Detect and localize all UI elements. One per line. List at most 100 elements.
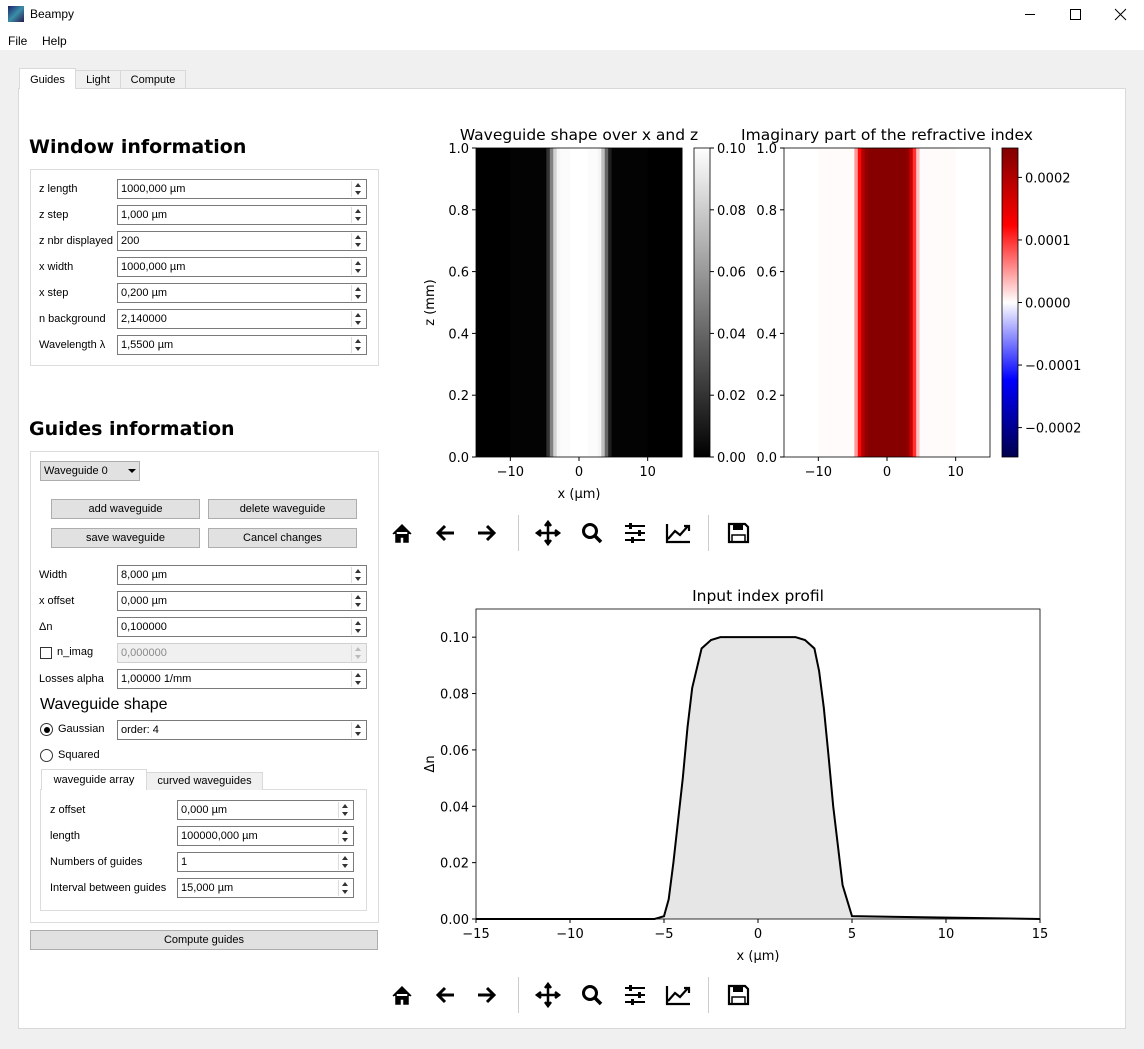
menu-item[interactable]: Help [42,34,67,48]
pan-button[interactable] [534,981,562,1009]
spin-buttons[interactable] [351,337,365,353]
spin-down[interactable] [342,864,348,868]
zoom-button[interactable] [582,523,603,544]
input-field[interactable]: 0,200 µm [117,283,367,303]
edit-axis-button[interactable] [665,524,691,544]
input-field[interactable]: 1000,000 µm [117,179,367,199]
input-field[interactable]: 1,5500 µm [117,335,367,355]
spin-up[interactable] [355,183,361,187]
input-field[interactable]: 0,000 µm [177,800,354,820]
button[interactable]: Cancel changes [208,528,357,548]
spin-down[interactable] [355,217,361,221]
spin-up[interactable] [355,673,361,677]
spin-buttons[interactable] [351,567,365,583]
spin-down[interactable] [355,295,361,299]
spin-buttons[interactable] [338,880,352,896]
input-field[interactable]: 1000,000 µm [117,257,367,277]
configure-button[interactable] [625,523,645,543]
spin-buttons[interactable] [351,722,365,738]
spin-down[interactable] [355,347,361,351]
home-button[interactable] [392,523,412,543]
spin-down[interactable] [355,577,361,581]
spin-up[interactable] [342,830,348,834]
spin-down[interactable] [355,191,361,195]
spin-up[interactable] [342,804,348,808]
spin-up[interactable] [342,882,348,886]
input-field[interactable]: 8,000 µm [117,565,367,585]
button[interactable]: save waveguide [51,528,200,548]
radio[interactable] [40,723,53,736]
button[interactable]: Compute guides [30,930,378,950]
spin-buttons[interactable] [351,311,365,327]
spin-down[interactable] [355,732,361,736]
spin-buttons[interactable] [351,233,365,249]
spin-up[interactable] [342,856,348,860]
button[interactable]: delete waveguide [208,499,357,519]
spin-up[interactable] [355,261,361,265]
input-field[interactable]: 200 [117,231,367,251]
subtab[interactable]: waveguide array [41,769,147,790]
radio[interactable] [40,749,53,762]
configure-button[interactable] [625,985,645,1005]
menu-item[interactable]: File [8,34,28,48]
spin-buttons[interactable] [351,619,365,635]
spin-down[interactable] [355,269,361,273]
button[interactable]: add waveguide [51,499,200,519]
input-field[interactable]: 0,100000 [117,617,367,637]
combo-arrow[interactable] [128,469,136,473]
spin-down[interactable] [342,890,348,894]
spin-up[interactable] [355,313,361,317]
input-field[interactable]: 1,00000 1/mm [117,669,367,689]
combo-box[interactable]: Waveguide 0 [40,461,140,481]
pan-button[interactable] [534,519,562,547]
tab[interactable]: Compute [120,70,186,88]
spin-down[interactable] [355,243,361,247]
tab[interactable]: Light [75,70,121,88]
input-field[interactable]: 0,000 µm [117,591,367,611]
radio-dot[interactable] [43,726,50,733]
tab[interactable]: Guides [19,68,76,89]
spin-buttons[interactable] [351,181,365,197]
spin-up[interactable] [355,235,361,239]
subtab[interactable]: curved waveguides [146,772,263,790]
spin-buttons[interactable] [351,671,365,687]
maximize[interactable] [1070,9,1081,20]
spin-up[interactable] [355,339,361,343]
spin-up[interactable] [355,287,361,291]
save-button[interactable] [727,984,750,1006]
spin-up[interactable] [355,209,361,213]
input-field[interactable]: 2,140000 [117,309,367,329]
input-field[interactable]: order: 4 [117,720,367,740]
forward-button[interactable] [478,986,497,1004]
spin-down[interactable] [355,603,361,607]
spin-up[interactable] [355,569,361,573]
forward-button[interactable] [478,524,497,542]
window-controls[interactable] [1020,0,1144,30]
input-field[interactable]: 15,000 µm [177,878,354,898]
spin-buttons[interactable] [351,285,365,301]
spin-down[interactable] [342,812,348,816]
spin-buttons[interactable] [338,854,352,870]
spin-buttons[interactable] [351,259,365,275]
spin-up[interactable] [355,621,361,625]
home-button[interactable] [392,985,412,1005]
spin-buttons[interactable] [351,207,365,223]
spin-down[interactable] [355,629,361,633]
input-field[interactable]: 100000,000 µm [177,826,354,846]
input-field[interactable]: 1,000 µm [117,205,367,225]
spin-buttons[interactable] [351,593,365,609]
spin-up[interactable] [355,595,361,599]
input-field[interactable]: 1 [177,852,354,872]
save-button[interactable] [727,522,750,544]
edit-axis-button[interactable] [665,986,691,1006]
spin-up[interactable] [355,724,361,728]
spin-down[interactable] [355,321,361,325]
spin-down[interactable] [342,838,348,842]
back-button[interactable] [435,986,454,1004]
zoom-button[interactable] [582,985,603,1006]
checkbox[interactable] [40,647,52,659]
spin-buttons[interactable] [338,802,352,818]
back-button[interactable] [435,524,454,542]
close[interactable] [1114,8,1127,21]
spin-buttons[interactable] [338,828,352,844]
